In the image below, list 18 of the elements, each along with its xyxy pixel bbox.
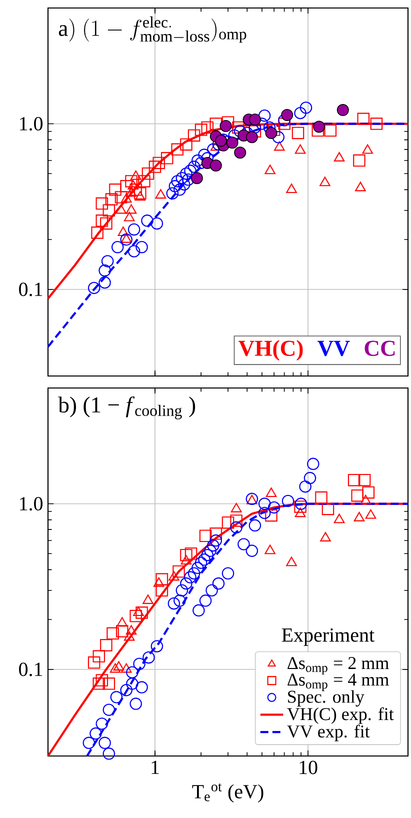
legend-title: Experiment xyxy=(282,628,374,646)
legend-label: Spec. only xyxy=(288,690,364,707)
text: $\mathrm{a)}\ (1 - f^{\mathrm{elec.}}_{\mathrm{mom-loss}})_{\mathrm{omp}}$ xyxy=(58,16,246,43)
chart-title: b) (1 − f$_{cooling}$ ) xyxy=(58,396,196,420)
y-tick-label: 1.0 xyxy=(20,116,43,131)
legend-label: VH(C) exp. fit xyxy=(287,707,394,724)
x-axis-title: T$_{e}$$^{ot}$ (eV) xyxy=(192,783,264,802)
text: CC xyxy=(364,340,395,356)
legend-label: Δs$_{omp}$ = 2 mm xyxy=(288,657,389,675)
text: VH(C) xyxy=(238,340,303,361)
legend-label: VV exp. fit xyxy=(287,724,370,742)
y-tick-label: 0.1 xyxy=(19,282,42,296)
x-tick-label: 1 xyxy=(152,760,159,774)
y-tick-label: 0.1 xyxy=(19,662,42,676)
y-tick-label: 1.0 xyxy=(20,496,43,511)
x-tick-label: 10 xyxy=(300,760,318,774)
legend-label: Δs$_{omp}$ = 4 mm xyxy=(288,674,389,692)
text: VV xyxy=(318,340,350,356)
